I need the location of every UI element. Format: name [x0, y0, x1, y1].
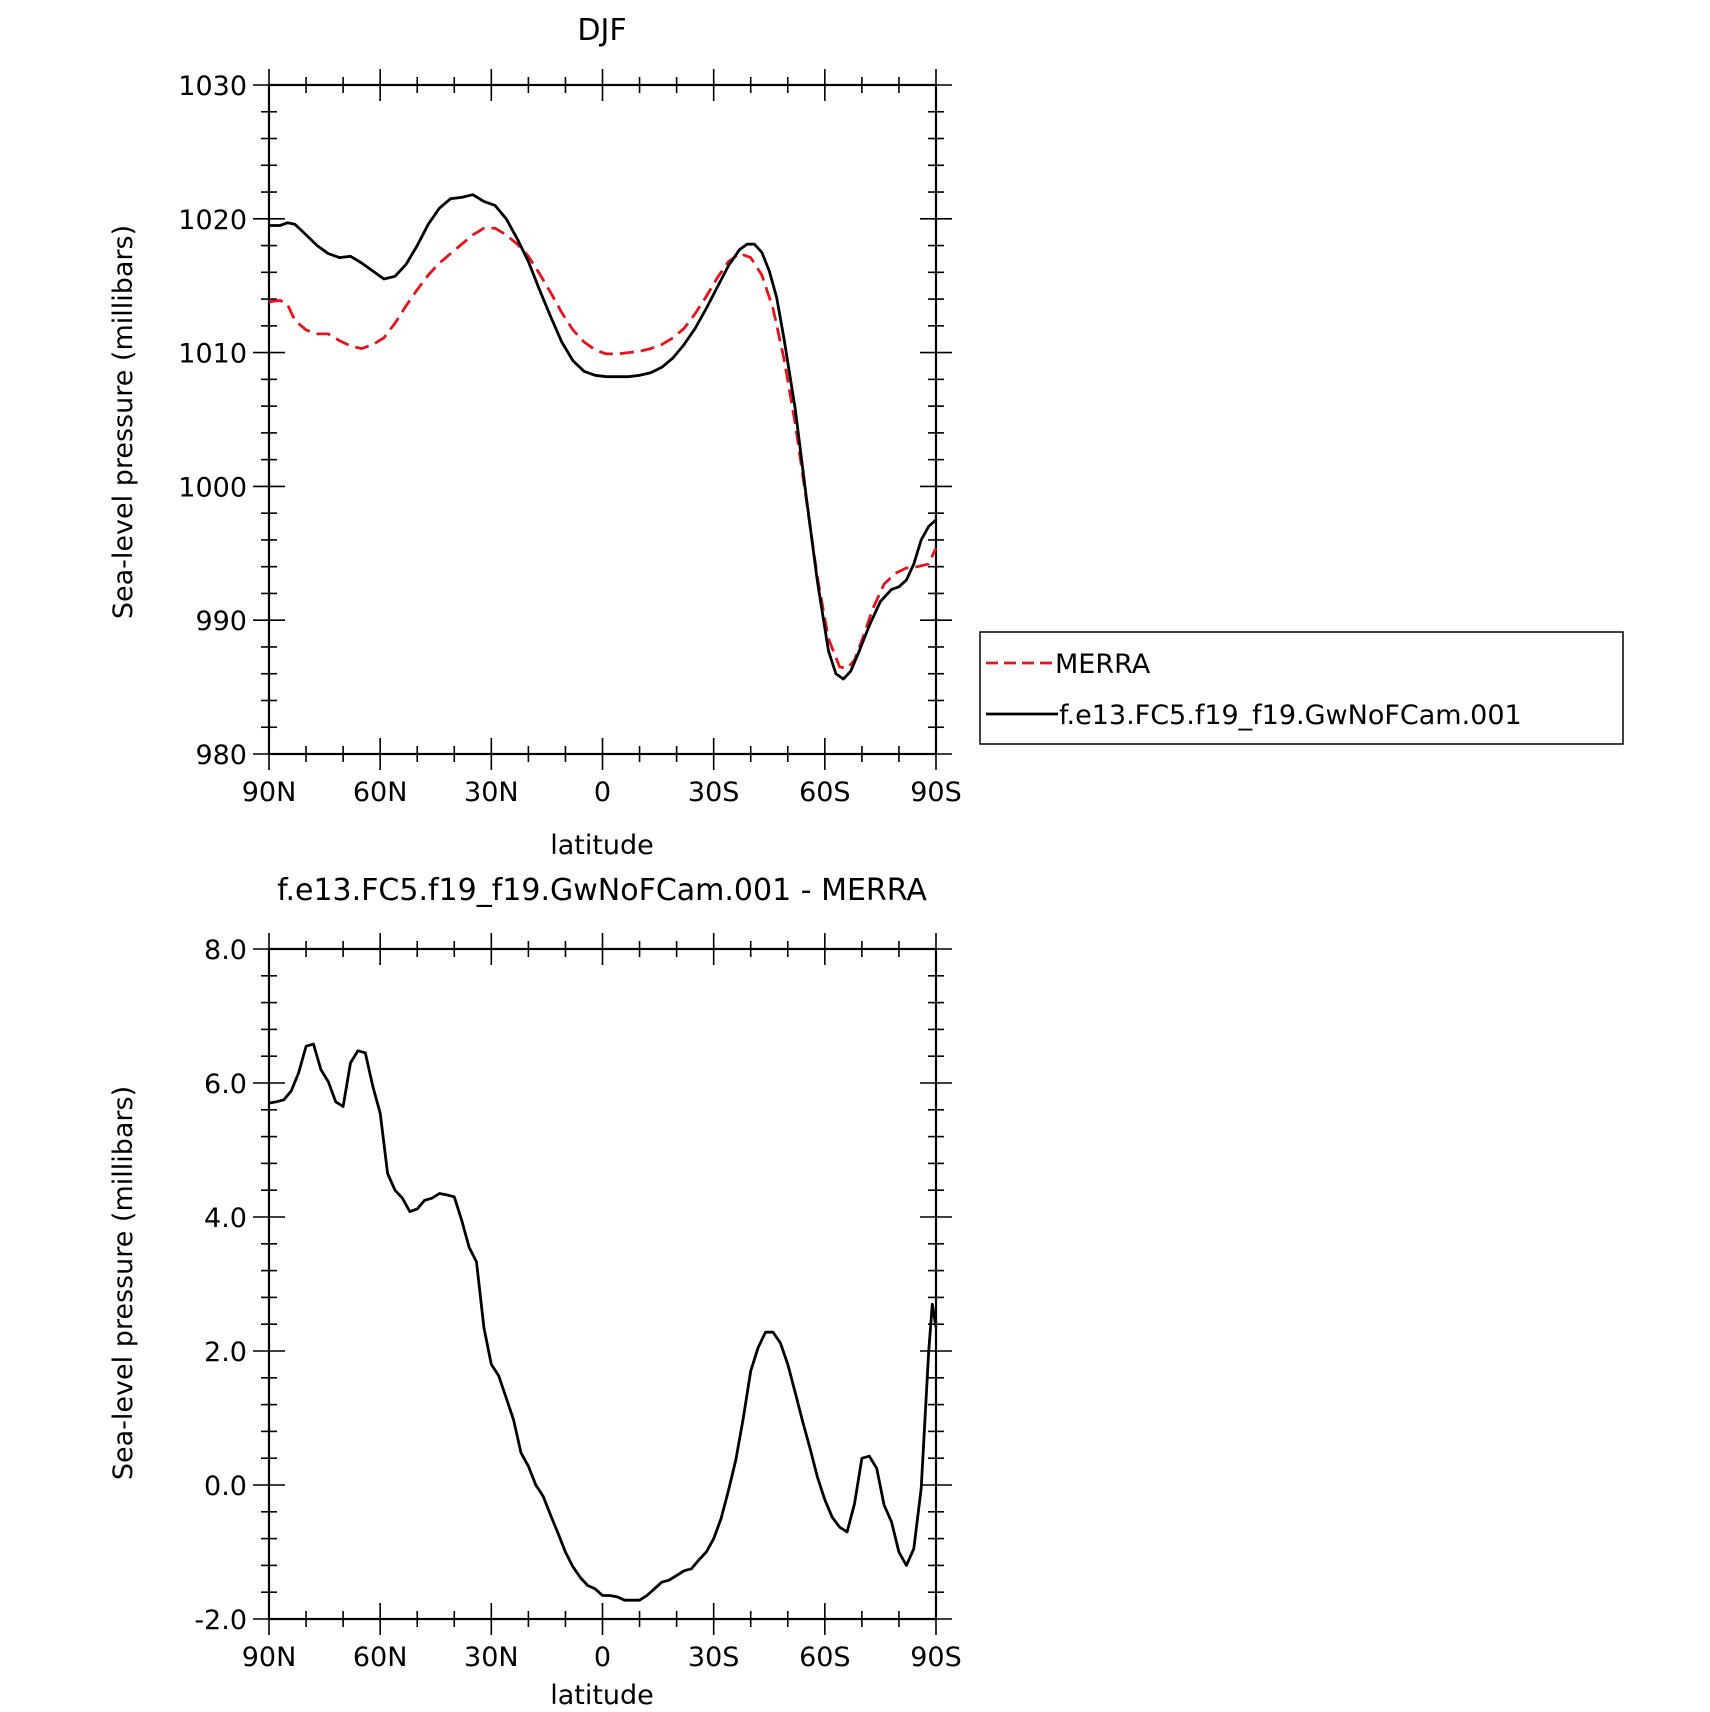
- series-line-0: [268, 226, 938, 670]
- y-tick-label: 1030: [178, 71, 247, 102]
- x-tick-label: 90S: [910, 777, 962, 808]
- x-tick-label: 90N: [242, 1642, 297, 1673]
- y-tick-label: -2.0: [194, 1605, 247, 1636]
- plot-frame: [267, 947, 938, 1621]
- x-tick-label: 30S: [688, 1642, 740, 1673]
- chart-title: f.e13.FC5.f19_f19.GwNoFCam.001 - MERRA: [277, 873, 927, 908]
- y-tick-label: 990: [195, 606, 247, 637]
- y-axis-label: Sea-level pressure (millibars): [108, 225, 139, 619]
- y-tick-label: 1020: [178, 205, 247, 236]
- series-layer: [268, 193, 938, 681]
- y-tick-label: 8.0: [204, 935, 247, 966]
- x-tick-label: 0: [594, 777, 611, 808]
- x-tick-label: 0: [594, 1642, 611, 1673]
- panel-bottom: f.e13.FC5.f19_f19.GwNoFCam.001 - MERRA -…: [108, 873, 962, 1711]
- x-axis-label: latitude: [550, 1680, 654, 1711]
- y-tick-label: 980: [195, 740, 247, 771]
- panel-top: DJF 980 990 1000 1010 1020 1030 90N 60N 30N 0 30S 6…: [108, 13, 1624, 861]
- y-axis-label: Sea-level pressure (millibars): [108, 1086, 139, 1480]
- x-tick-label: 30S: [688, 777, 740, 808]
- legend-label-merra: MERRA: [1055, 649, 1151, 680]
- y-tick-label: 0.0: [204, 1471, 247, 1502]
- x-tick-label: 30N: [464, 1642, 519, 1673]
- legend: MERRA f.e13.FC5.f19_f19.GwNoFCam.001: [979, 631, 1624, 745]
- y-tick-label: 4.0: [204, 1203, 247, 1234]
- x-tick-label: 60N: [353, 1642, 408, 1673]
- plot-area: -2.0 0.0 2.0 4.0 6.0 8.0 90N 60N 30N 0 30S 60S 90S: [194, 933, 962, 1673]
- series-line-1: [269, 193, 937, 681]
- x-tick-label: 60N: [353, 777, 408, 808]
- y-tick-label: 1000: [178, 472, 247, 503]
- legend-label-model: f.e13.FC5.f19_f19.GwNoFCam.001: [1059, 700, 1522, 731]
- series-layer: [268, 1042, 938, 1602]
- chart-title: DJF: [577, 13, 626, 48]
- y-tick-label: 2.0: [204, 1337, 247, 1368]
- legend-box: [979, 631, 1624, 745]
- x-axis-label: latitude: [550, 830, 654, 861]
- x-tick-label: 60S: [799, 777, 851, 808]
- x-tick-label: 90S: [910, 1642, 962, 1673]
- x-tick-label: 30N: [464, 777, 519, 808]
- x-tick-label: 60S: [799, 1642, 851, 1673]
- x-tick-label: 90N: [242, 777, 297, 808]
- series-line-0: [268, 1042, 938, 1602]
- y-tick-label: 6.0: [204, 1069, 247, 1100]
- plot-frame: [267, 83, 938, 756]
- y-tick-label: 1010: [178, 339, 247, 370]
- plot-area: 980 990 1000 1010 1020 1030 90N 60N 30N 0 30S 60S 90…: [178, 69, 962, 808]
